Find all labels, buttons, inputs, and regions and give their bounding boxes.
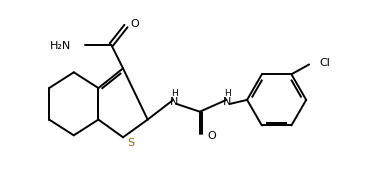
Text: O: O (130, 19, 139, 29)
Text: H: H (171, 89, 178, 98)
Text: N: N (223, 97, 232, 107)
Text: Cl: Cl (319, 58, 330, 68)
Text: N: N (170, 97, 178, 107)
Text: H₂N: H₂N (50, 41, 71, 51)
Text: H: H (224, 89, 231, 98)
Text: S: S (127, 138, 134, 148)
Text: O: O (208, 131, 217, 141)
